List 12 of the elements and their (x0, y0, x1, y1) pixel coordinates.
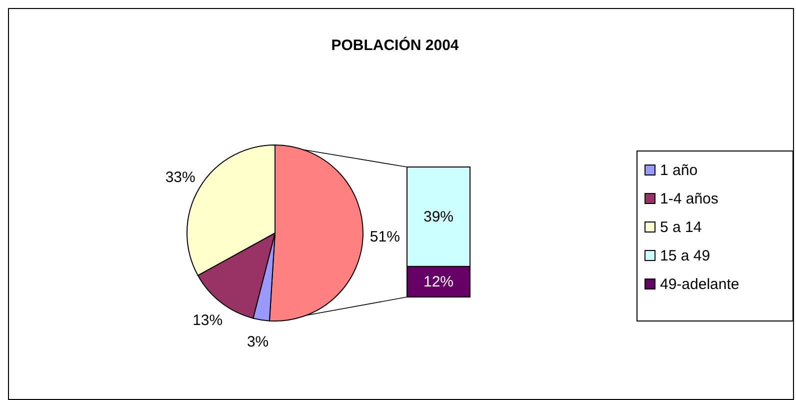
data-label: 33% (165, 169, 196, 186)
legend-label: 1-4 años (660, 190, 718, 208)
legend-label: 15 a 49 (660, 248, 710, 264)
legend-label: 1 año (660, 162, 698, 179)
data-label: 12% (423, 274, 454, 291)
data-label: 39% (423, 208, 454, 226)
data-label: 3% (246, 334, 269, 351)
legend-label: 49-adelante (660, 276, 740, 293)
data-label: 51% (370, 228, 400, 246)
chart-title: POBLACIÓN 2004 (331, 36, 460, 54)
legend-label: 5 a 14 (660, 219, 702, 236)
data-label: 13% (192, 312, 223, 329)
